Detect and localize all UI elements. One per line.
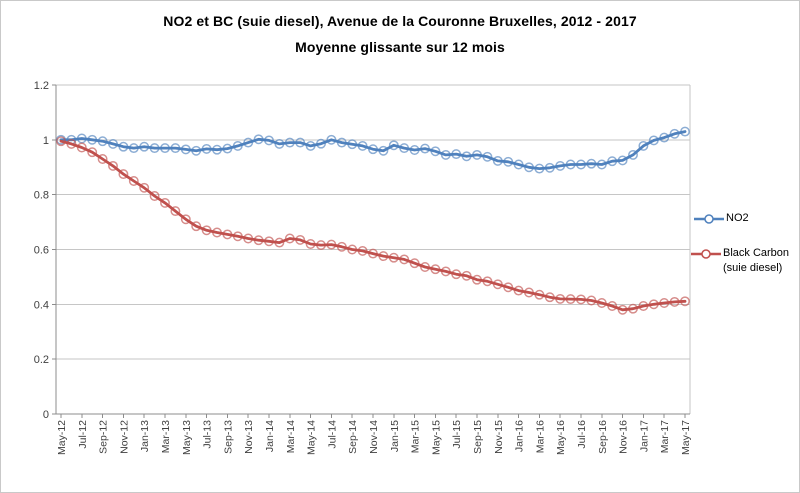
x-tick-label: Mar-14 — [285, 420, 297, 453]
legend-item-no2: NO2 — [694, 211, 749, 230]
x-tick-label: Jul-12 — [77, 420, 89, 449]
x-tick-label: Jan-15 — [389, 420, 401, 452]
y-tick-label: 0.4 — [34, 299, 49, 311]
x-tick-label: Mar-16 — [534, 420, 546, 453]
x-tick-label: Nov-16 — [618, 420, 630, 454]
x-tick-label: Sep-16 — [597, 420, 609, 454]
series-no2-line — [59, 130, 687, 170]
black-carbon-legend-marker-icon — [691, 247, 721, 265]
y-tick-label: 1 — [43, 135, 49, 147]
chart-title-line2: Moyenne glissante sur 12 mois — [295, 39, 505, 55]
y-tick-label: 1.2 — [34, 80, 49, 92]
x-tick-label: Jul-15 — [451, 420, 463, 449]
x-tick-label: Jan-16 — [514, 420, 526, 452]
y-tick-label: 0.2 — [34, 354, 49, 366]
series-black-carbon — [56, 136, 690, 315]
y-tick-label: 0 — [43, 409, 49, 421]
x-tick-label: Nov-15 — [493, 420, 505, 454]
legend-label-black-carbon-line1: Black Carbon — [723, 247, 790, 259]
x-tick-label: May-17 — [680, 420, 692, 455]
x-tick-label: Jul-14 — [326, 420, 338, 449]
x-tick-label: May-12 — [56, 420, 68, 455]
axes — [52, 84, 690, 418]
series-black-carbon-line — [59, 139, 687, 312]
x-tick-label: Jan-13 — [139, 420, 151, 452]
no2-legend-marker-icon — [694, 212, 724, 230]
chart-title-line1: NO2 et BC (suie diesel), Avenue de la Co… — [163, 13, 637, 29]
x-tick-label: Nov-14 — [368, 420, 380, 454]
x-tick-label: Jul-16 — [576, 420, 588, 449]
x-tick-label: May-14 — [306, 420, 318, 455]
legend-label-no2: NO2 — [726, 212, 749, 224]
chart-title: NO2 et BC (suie diesel), Avenue de la Co… — [1, 8, 799, 60]
series-no2-markers — [56, 126, 690, 174]
x-tick-label: Jan-17 — [638, 420, 650, 452]
series-no2 — [56, 126, 690, 174]
x-tick-label: May-15 — [430, 420, 442, 455]
legend-label-black-carbon-line2: (suie diesel) — [723, 262, 783, 274]
x-tick-label: Sep-12 — [98, 420, 110, 454]
x-tick-label: Sep-14 — [347, 420, 359, 454]
y-tick-label: 0.6 — [34, 245, 49, 257]
x-tick-label: Mar-13 — [160, 420, 172, 453]
x-tick-label: May-13 — [181, 420, 193, 455]
x-tick-label: May-16 — [555, 420, 567, 455]
series-black-carbon-markers — [56, 136, 690, 315]
x-tick-label: Nov-13 — [243, 420, 255, 454]
x-tick-label: Jul-13 — [202, 420, 214, 449]
x-tick-label: Sep-13 — [222, 420, 234, 454]
axis-labels: 0 0.2 0.4 0.6 0.8 1 1.2 May-12 Jul-12 Sep-12 Nov-1… — [34, 80, 692, 455]
x-tick-label: Sep-15 — [472, 420, 484, 454]
legend-label-black-carbon: Black Carbon (suie diesel) — [723, 246, 789, 276]
x-tick-label: Mar-15 — [410, 420, 422, 453]
legend-item-black-carbon: Black Carbon (suie diesel) — [691, 246, 789, 276]
x-tick-label: Jan-14 — [264, 420, 276, 452]
y-tick-label: 0.8 — [34, 190, 49, 202]
x-tick-label: Nov-12 — [118, 420, 130, 454]
x-tick-label: Mar-17 — [659, 420, 671, 453]
